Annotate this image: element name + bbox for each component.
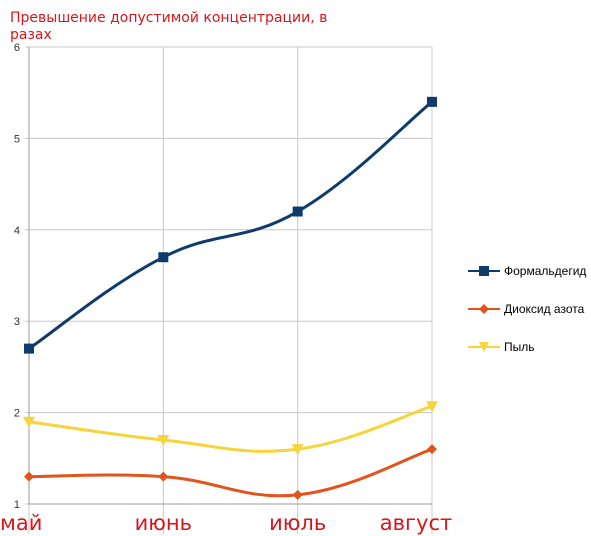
data-point — [426, 401, 438, 413]
legend-label-nitrogen-dioxide: Диоксид азота — [504, 302, 585, 316]
x-category-label: май — [0, 511, 42, 535]
legend-item-dust: Пыль — [468, 340, 586, 378]
x-category-labels: май июнь июль август — [0, 511, 452, 535]
series-line-1 — [27, 447, 434, 498]
y-tick-label: 1 — [14, 499, 20, 511]
legend-marker-formaldehyde — [468, 266, 500, 276]
y-tick-label: 3 — [14, 316, 20, 328]
axes — [28, 47, 432, 505]
data-point — [158, 252, 169, 263]
data-point — [292, 206, 303, 217]
legend-item-nitrogen-dioxide: Диоксид азота — [468, 302, 586, 340]
x-category-label: август — [380, 511, 453, 535]
data-point — [24, 343, 34, 354]
legend-marker-dust — [468, 342, 500, 352]
data-point — [24, 471, 34, 482]
y-tick-label: 5 — [14, 133, 20, 145]
x-category-label: июль — [269, 511, 326, 535]
legend: Формальдегид Диоксид азота Пыль — [468, 264, 586, 378]
x-category-label: июнь — [135, 511, 192, 535]
data-point — [427, 444, 437, 455]
grid-lines — [25, 46, 433, 534]
data-point — [427, 96, 437, 107]
y-tick-label: 6 — [14, 42, 20, 54]
series-line-0 — [27, 100, 434, 351]
y-tick-label: 4 — [14, 225, 20, 237]
legend-marker-nitrogen-dioxide — [468, 304, 500, 314]
legend-label-dust: Пыль — [504, 340, 535, 354]
data-point — [23, 416, 35, 428]
legend-item-formaldehyde: Формальдегид — [468, 264, 586, 302]
chart-title: Превышение допустимой концентрации, в ра… — [10, 10, 328, 43]
data-point — [291, 444, 304, 456]
data-point — [158, 471, 169, 482]
legend-label-formaldehyde: Формальдегид — [504, 264, 587, 278]
y-tick-label: 2 — [14, 408, 20, 420]
series-line-2 — [27, 404, 434, 453]
y-tick-labels: 1 2 3 4 5 6 — [14, 42, 20, 511]
data-point — [157, 435, 170, 447]
data-point — [292, 489, 303, 500]
series-lines — [23, 96, 438, 500]
